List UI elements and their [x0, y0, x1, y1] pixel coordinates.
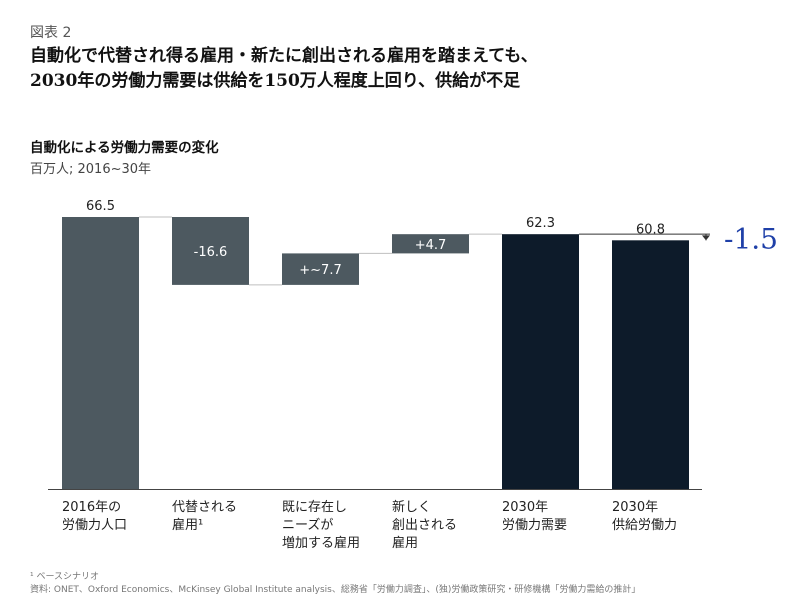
figure-label: 図表 2: [30, 25, 72, 41]
bar-1: [62, 217, 139, 489]
source-note: 資料: ONET、Oxford Economics、McKinsey Globa…: [30, 585, 641, 595]
value-label-4: +4.7: [415, 238, 447, 253]
headline-line-1: 自動化で代替され得る雇用・新たに創出される雇用を踏まえても、: [30, 46, 538, 66]
category-label-2: 代替される: [172, 500, 237, 515]
category-label-4: 雇用: [392, 535, 418, 551]
value-label-1: 66.5: [86, 199, 115, 214]
value-label-6: 60.8: [636, 222, 665, 237]
category-label-5: 2030年: [502, 500, 548, 515]
bar-4: [392, 234, 469, 254]
category-label-4: 新しく: [392, 499, 431, 515]
category-label-6: 供給労働力: [612, 518, 677, 533]
category-label-3: 増加する雇用: [282, 535, 360, 551]
category-label-3: ニーズが: [282, 517, 333, 533]
chart-title: 自動化による労働力需要の変化: [30, 140, 219, 156]
footnote-1: ¹ ベースシナリオ: [30, 572, 100, 582]
bar-6: [612, 240, 689, 489]
category-label-1: 労働力人口: [62, 518, 127, 533]
category-label-3: 既に存在し: [282, 500, 347, 515]
chart-subtitle: 百万人; 2016~30年: [30, 162, 152, 177]
value-label-2: -16.6: [194, 245, 228, 260]
category-label-6: 2030年: [612, 500, 658, 515]
bar-5: [502, 234, 579, 489]
category-label-5: 労働力需要: [502, 518, 567, 533]
category-label-1: 2016年の: [62, 500, 121, 515]
bar-3: [282, 253, 359, 285]
headline: 自動化で代替され得る雇用・新たに創出される雇用を踏まえても、 2030年の労働力…: [30, 44, 538, 94]
bar-2: [172, 217, 249, 285]
value-label-3: +~7.7: [299, 263, 341, 278]
headline-line-2: 2030年の労働力需要は供給を150万人程度上回り、供給が不足: [30, 71, 521, 91]
value-label-5: 62.3: [526, 216, 555, 231]
gap-arrow-head: [702, 235, 710, 241]
category-label-4: 創出される: [392, 518, 457, 533]
category-label-2: 雇用¹: [172, 517, 203, 533]
gap-annotation: -1.5: [724, 222, 778, 255]
